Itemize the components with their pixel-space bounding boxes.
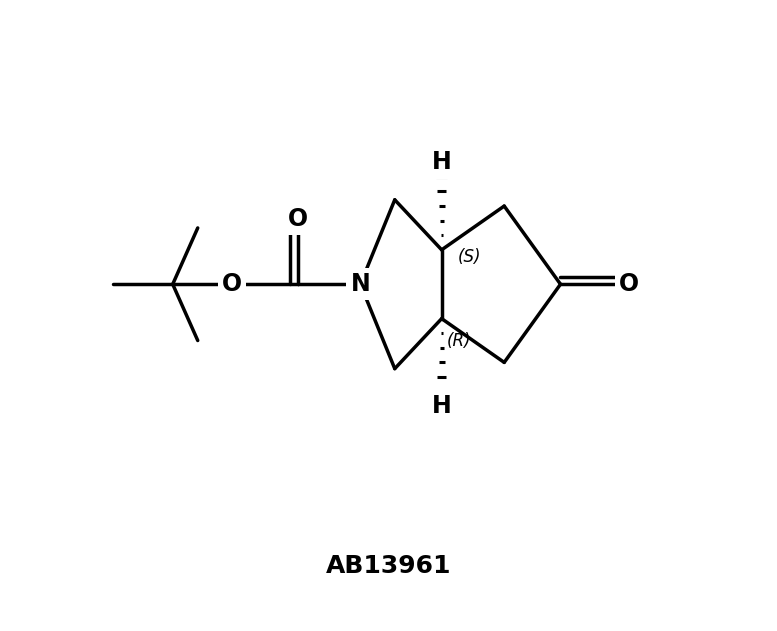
Text: (S): (S) (458, 249, 481, 266)
Text: O: O (222, 272, 242, 296)
Text: N: N (350, 272, 370, 296)
Text: O: O (619, 272, 639, 296)
Text: (R): (R) (447, 331, 471, 350)
Text: H: H (432, 150, 451, 174)
Text: O: O (287, 206, 308, 230)
Text: AB13961: AB13961 (326, 553, 451, 577)
Text: H: H (432, 394, 451, 418)
